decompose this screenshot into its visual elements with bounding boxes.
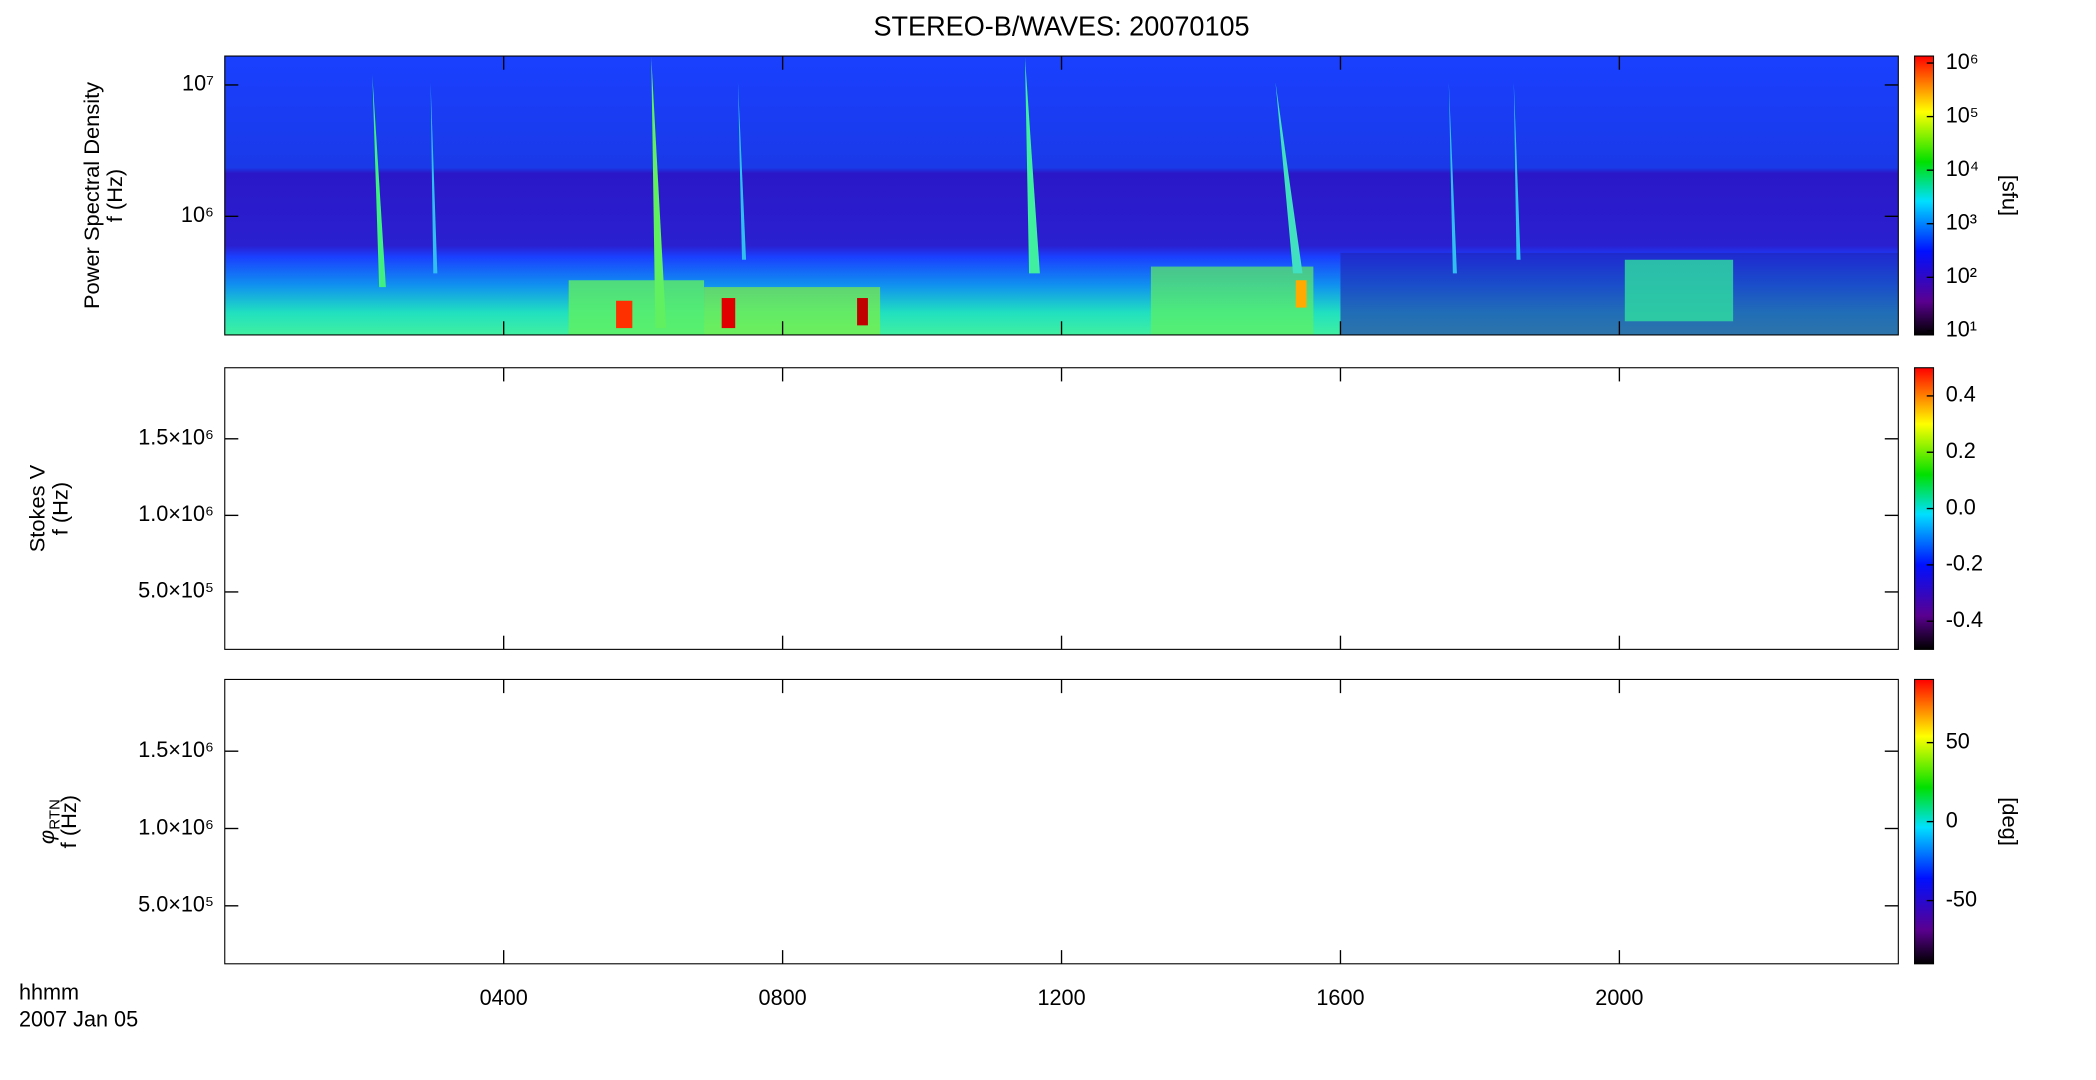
y-axis-symbol: φ (34, 830, 59, 844)
colorbar-tick-label: 0.0 (1946, 494, 1976, 519)
colorbar-tick-label: 10³ (1946, 209, 1977, 234)
x-tick-label: 1200 (1037, 985, 1085, 1010)
x-tick-label: 1600 (1316, 985, 1364, 1010)
y-axis-label: Power Spectral Density (79, 82, 104, 309)
y-axis-label: Stokes V (25, 464, 50, 552)
colorbar-tick-label: -50 (1946, 886, 1977, 911)
colorbar-tick-label: 10² (1946, 263, 1977, 288)
x-tick-label: 0400 (480, 985, 528, 1010)
x-axis-label: 2007 Jan 05 (19, 1007, 138, 1032)
y-tick-label: 1.0×10⁶ (138, 814, 214, 839)
y-axis-label: f (Hz) (48, 482, 73, 535)
colorbar-tick-label: 0 (1946, 807, 1958, 832)
colorbar-tick-label: -0.4 (1946, 607, 1983, 632)
y-axis-label: φRTN (34, 799, 63, 844)
plot-frame (224, 678, 1899, 965)
colorbar-tick-label: 10¹ (1946, 317, 1977, 342)
colorbar-tick-label: 10⁴ (1946, 156, 1979, 181)
colorbar-tick-label: 0.4 (1946, 382, 1976, 407)
x-tick-label: 0800 (759, 985, 807, 1010)
y-tick-label: 10⁶ (181, 202, 214, 227)
colorbar-label: [sfu] (1997, 175, 2022, 216)
y-axis-label: f (Hz) (56, 795, 81, 848)
y-axis-label: f (Hz) (102, 169, 127, 222)
spectrogram (224, 56, 1899, 335)
y-tick-label: 5.0×10⁵ (138, 578, 214, 603)
y-tick-label: 1.5×10⁶ (138, 424, 214, 449)
y-tick-label: 1.0×10⁶ (138, 501, 214, 526)
x-tick-label: 2000 (1595, 985, 1643, 1010)
colorbar-tick-label: 0.2 (1946, 438, 1976, 463)
colorbar-tick-label: 10⁵ (1946, 102, 1979, 127)
y-axis-subscript: RTN (47, 799, 64, 830)
colorbars (1914, 55, 1935, 965)
colorbar-label: [deg] (1997, 797, 2022, 846)
plot-frame (224, 367, 1899, 650)
colorbar-tick-label: 10⁶ (1946, 49, 1979, 74)
x-axis-label: hhmm (19, 979, 79, 1004)
y-tick-label: 5.0×10⁵ (138, 891, 214, 916)
chart-title: STEREO-B/WAVES: 20070105 (873, 10, 1249, 41)
y-tick-label: 10⁷ (182, 71, 214, 96)
colorbar-tick-label: -0.2 (1946, 551, 1983, 576)
y-tick-label: 1.5×10⁶ (138, 737, 214, 762)
colorbar-tick-label: 50 (1946, 728, 1970, 753)
